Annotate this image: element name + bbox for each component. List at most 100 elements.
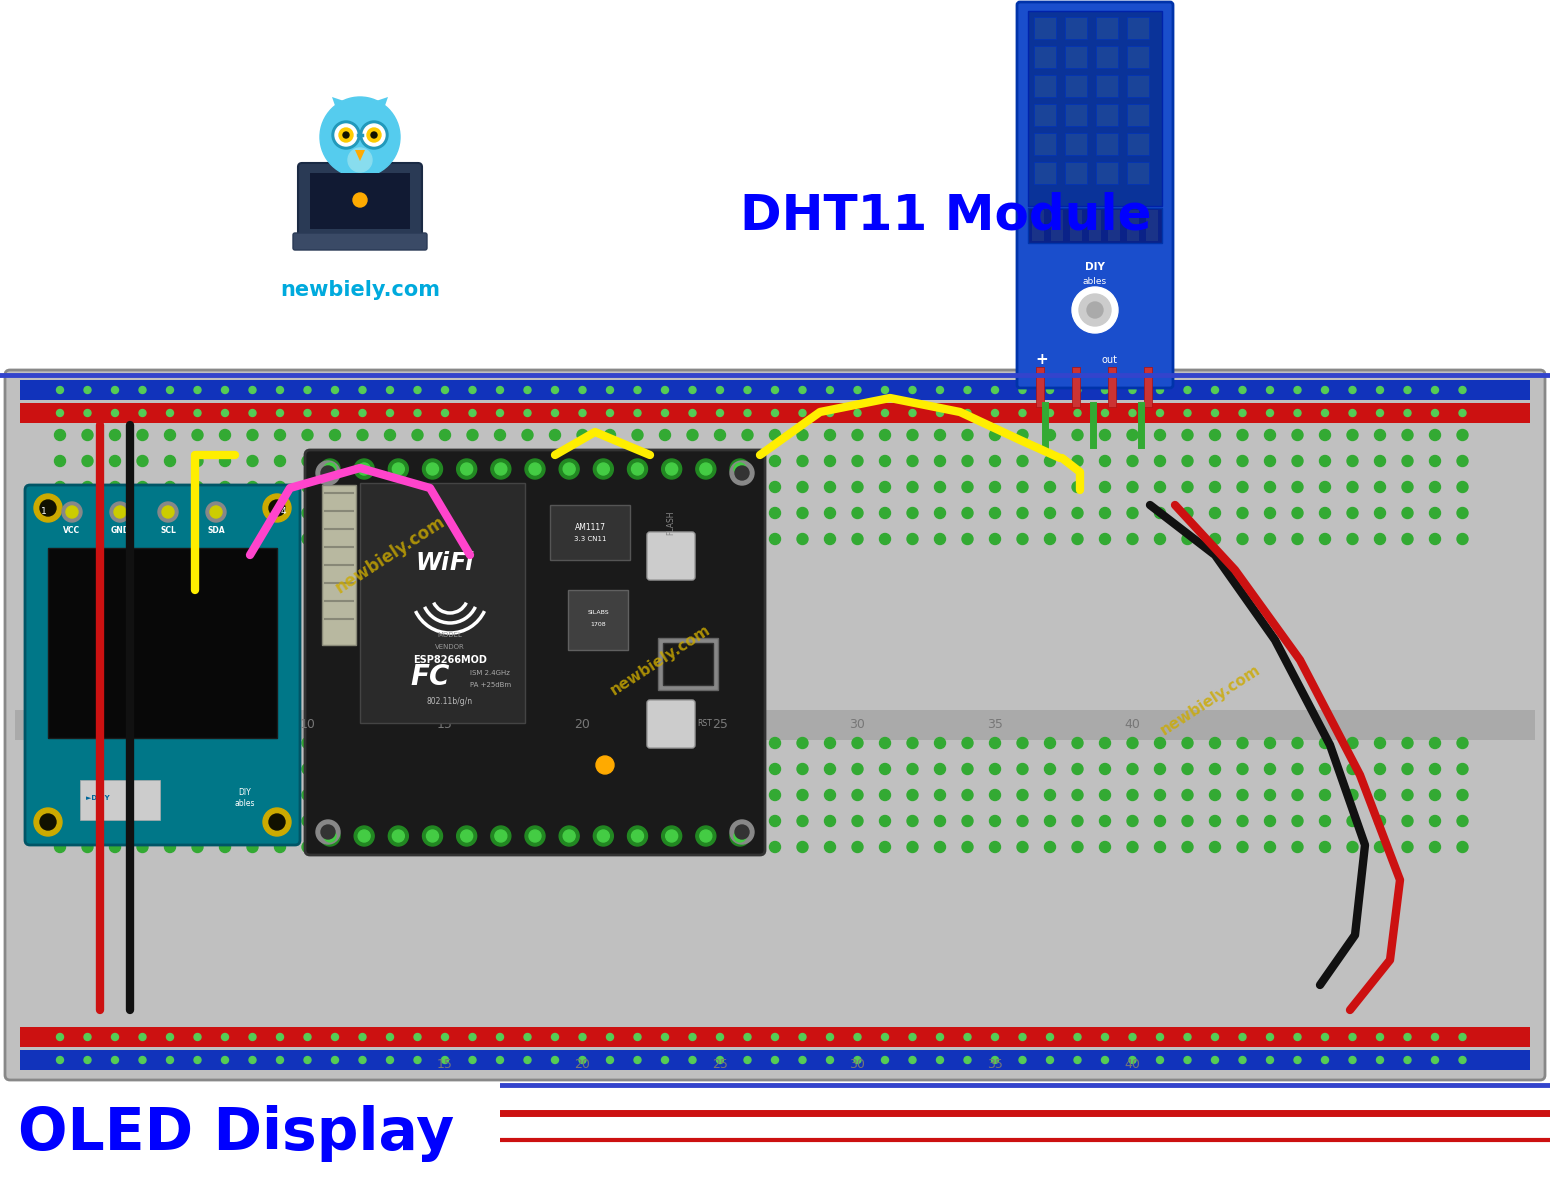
Circle shape bbox=[426, 830, 439, 842]
Circle shape bbox=[332, 409, 338, 416]
Circle shape bbox=[110, 790, 121, 801]
Text: 30: 30 bbox=[849, 718, 865, 731]
Circle shape bbox=[457, 459, 477, 479]
Text: GND: GND bbox=[110, 526, 130, 535]
Circle shape bbox=[384, 534, 395, 545]
Circle shape bbox=[1459, 387, 1466, 394]
Circle shape bbox=[412, 481, 423, 493]
Circle shape bbox=[606, 1034, 614, 1041]
Circle shape bbox=[56, 409, 64, 416]
Circle shape bbox=[1432, 387, 1438, 394]
Circle shape bbox=[1073, 816, 1083, 826]
Circle shape bbox=[1375, 534, 1386, 545]
Circle shape bbox=[825, 507, 835, 519]
Circle shape bbox=[302, 842, 313, 852]
Circle shape bbox=[494, 816, 505, 826]
Circle shape bbox=[825, 738, 835, 749]
Circle shape bbox=[1046, 409, 1054, 416]
Circle shape bbox=[440, 455, 451, 467]
Circle shape bbox=[552, 1034, 558, 1041]
Circle shape bbox=[136, 534, 147, 545]
Circle shape bbox=[1403, 816, 1414, 826]
Bar bbox=[659, 638, 718, 690]
Circle shape bbox=[304, 1034, 312, 1041]
Circle shape bbox=[494, 455, 505, 467]
Circle shape bbox=[604, 764, 615, 775]
Circle shape bbox=[1376, 409, 1384, 416]
Circle shape bbox=[1156, 387, 1164, 394]
Circle shape bbox=[414, 1056, 422, 1063]
Circle shape bbox=[220, 816, 231, 826]
Circle shape bbox=[332, 121, 360, 149]
Circle shape bbox=[742, 790, 753, 801]
Circle shape bbox=[854, 387, 860, 394]
Circle shape bbox=[1209, 429, 1220, 441]
Circle shape bbox=[826, 1056, 834, 1063]
Bar bbox=[1034, 104, 1056, 126]
Circle shape bbox=[769, 764, 781, 775]
Bar bbox=[1096, 46, 1118, 68]
Circle shape bbox=[82, 507, 93, 519]
Circle shape bbox=[136, 455, 147, 467]
Circle shape bbox=[550, 842, 561, 852]
Circle shape bbox=[522, 481, 533, 493]
Circle shape bbox=[470, 1034, 476, 1041]
Circle shape bbox=[1155, 738, 1166, 749]
Circle shape bbox=[56, 1056, 64, 1063]
Circle shape bbox=[384, 816, 395, 826]
Circle shape bbox=[82, 790, 93, 801]
Circle shape bbox=[136, 507, 147, 519]
Circle shape bbox=[964, 1034, 970, 1041]
Circle shape bbox=[1347, 507, 1358, 519]
Circle shape bbox=[467, 764, 477, 775]
Circle shape bbox=[769, 507, 781, 519]
Bar bbox=[20, 403, 1530, 423]
Circle shape bbox=[1237, 764, 1248, 775]
Circle shape bbox=[659, 790, 671, 801]
Circle shape bbox=[1429, 790, 1440, 801]
Circle shape bbox=[360, 121, 388, 149]
Circle shape bbox=[1265, 429, 1276, 441]
Circle shape bbox=[250, 1034, 256, 1041]
Circle shape bbox=[1127, 455, 1138, 467]
Circle shape bbox=[964, 409, 970, 416]
Circle shape bbox=[1347, 738, 1358, 749]
Circle shape bbox=[1265, 738, 1276, 749]
Circle shape bbox=[1155, 816, 1166, 826]
Circle shape bbox=[1183, 790, 1194, 801]
Circle shape bbox=[524, 409, 532, 416]
Circle shape bbox=[1127, 481, 1138, 493]
Circle shape bbox=[797, 507, 808, 519]
Circle shape bbox=[1404, 1056, 1410, 1063]
Circle shape bbox=[1237, 816, 1248, 826]
Circle shape bbox=[220, 481, 231, 493]
Text: SCL: SCL bbox=[160, 526, 177, 535]
Circle shape bbox=[426, 463, 439, 475]
Circle shape bbox=[457, 826, 477, 847]
Circle shape bbox=[879, 455, 891, 467]
Circle shape bbox=[963, 816, 973, 826]
Circle shape bbox=[935, 429, 946, 441]
Circle shape bbox=[494, 764, 505, 775]
Circle shape bbox=[1183, 429, 1194, 441]
Circle shape bbox=[1209, 455, 1220, 467]
Circle shape bbox=[604, 790, 615, 801]
Circle shape bbox=[1293, 842, 1304, 852]
Circle shape bbox=[989, 790, 1000, 801]
Bar bbox=[1108, 210, 1121, 241]
Circle shape bbox=[522, 790, 533, 801]
Text: 25: 25 bbox=[711, 718, 728, 731]
Circle shape bbox=[1347, 816, 1358, 826]
Circle shape bbox=[1457, 481, 1468, 493]
Circle shape bbox=[330, 790, 341, 801]
Circle shape bbox=[1429, 764, 1440, 775]
Circle shape bbox=[1209, 507, 1220, 519]
Circle shape bbox=[715, 738, 725, 749]
Circle shape bbox=[460, 463, 473, 475]
Circle shape bbox=[825, 429, 835, 441]
Circle shape bbox=[1073, 534, 1083, 545]
Circle shape bbox=[332, 387, 338, 394]
Circle shape bbox=[192, 455, 203, 467]
Circle shape bbox=[467, 507, 477, 519]
Circle shape bbox=[604, 507, 615, 519]
